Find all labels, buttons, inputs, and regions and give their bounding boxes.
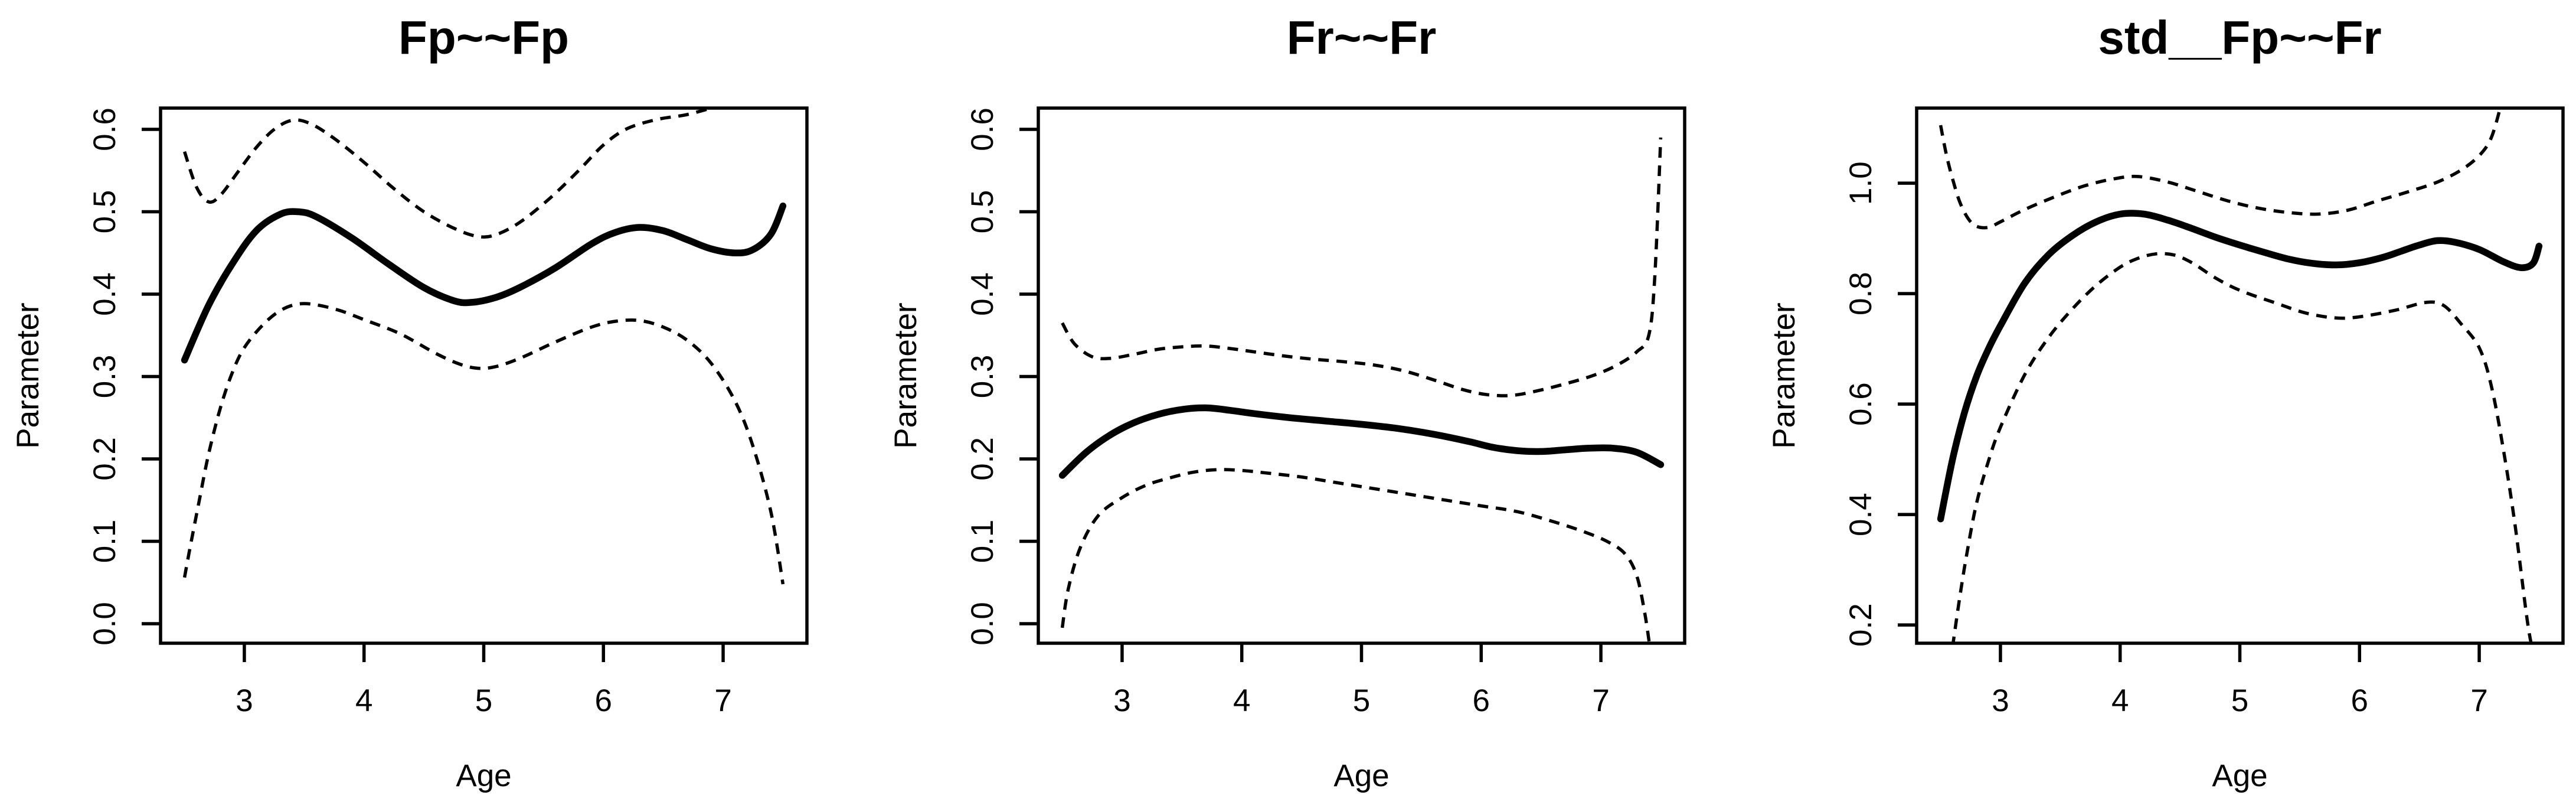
y-tick-label: 0.1 — [87, 520, 122, 563]
x-tick-label: 4 — [2111, 683, 2129, 718]
x-tick-label: 7 — [1592, 683, 1609, 718]
lower-ci-curve — [1060, 468, 1651, 643]
x-tick-label: 6 — [2351, 683, 2368, 718]
x-tick-label: 4 — [1233, 683, 1250, 718]
panel-2-x-axis-label: Age — [1333, 758, 1390, 793]
panel-3-x-axis-label: Age — [2212, 758, 2268, 793]
y-tick-label: 0.3 — [965, 355, 1000, 399]
y-tick-label: 0.2 — [965, 437, 1000, 481]
lower-ci-curve — [1951, 252, 2533, 643]
panel-3-y-axis-label: Parameter — [1767, 302, 1802, 449]
y-tick-label: 0.6 — [965, 107, 1000, 151]
y-tick-label: 0.4 — [87, 272, 122, 316]
x-tick-label: 3 — [236, 683, 253, 718]
panel-3: 3 4 5 6 7 0.2 0.4 0.6 0.8 1.0 — [1843, 106, 2565, 718]
curves-group — [1937, 108, 2543, 643]
estimate-curve — [181, 202, 787, 364]
y-tick-label: 0.4 — [1843, 493, 1878, 536]
plot-frame — [1915, 106, 2565, 645]
y-tick-label: 0.6 — [87, 107, 122, 151]
y-tick-label: 0.0 — [965, 602, 1000, 646]
x-tick-label: 6 — [1473, 683, 1490, 718]
x-tick-label: 7 — [714, 683, 731, 718]
y-tick-label: 0.8 — [1843, 272, 1878, 315]
x-tick-label: 3 — [1113, 683, 1130, 718]
estimate-curve — [1058, 404, 1665, 479]
upper-ci-curve — [182, 108, 717, 239]
panel-2-title: Fr~~Fr — [1286, 11, 1437, 64]
x-tick-label: 7 — [2470, 683, 2487, 718]
panel-3-title: std__Fp~~Fr — [2098, 11, 2382, 64]
y-tick-label: 0.0 — [87, 602, 122, 646]
upper-ci-curve — [1938, 108, 2502, 230]
y-tick-label: 0.2 — [87, 437, 122, 481]
y-tick-label: 0.5 — [965, 190, 1000, 234]
curves-group — [181, 108, 787, 585]
x-tick-label: 5 — [2231, 683, 2248, 718]
y-tick-label: 1.0 — [1843, 161, 1878, 205]
y-tick-label: 0.4 — [965, 272, 1000, 316]
estimate-curve — [1937, 210, 2543, 523]
y-tick-label: 0.6 — [1843, 382, 1878, 426]
x-tick-label: 3 — [1992, 683, 2009, 718]
lower-ci-curve — [182, 302, 785, 585]
y-tick-label: 0.2 — [1843, 603, 1878, 647]
y-tick-label: 0.1 — [965, 520, 1000, 563]
panel-1-y-axis-label: Parameter — [11, 302, 45, 449]
panel-1-x-axis-label: Age — [456, 758, 512, 793]
x-tick-label: 5 — [475, 683, 492, 718]
y-tick-label: 0.3 — [87, 355, 122, 399]
panel-1: 3 4 5 6 7 0.0 0.1 0.2 0.3 0.4 0.5 0.6 — [87, 106, 809, 718]
y-tick-label: 0.5 — [87, 190, 122, 234]
upper-ci-curve — [1061, 137, 1663, 398]
panel-2-y-axis-label: Parameter — [888, 302, 923, 449]
panel-1-title: Fp~~Fp — [398, 11, 569, 64]
x-tick-label: 5 — [1353, 683, 1370, 718]
panel-2: 3 4 5 6 7 0.0 0.1 0.2 0.3 0.4 0.5 0.6 — [965, 106, 1686, 718]
curves-group — [1058, 137, 1665, 643]
x-tick-label: 4 — [355, 683, 372, 718]
plot-frame — [159, 106, 809, 645]
x-tick-label: 6 — [595, 683, 612, 718]
